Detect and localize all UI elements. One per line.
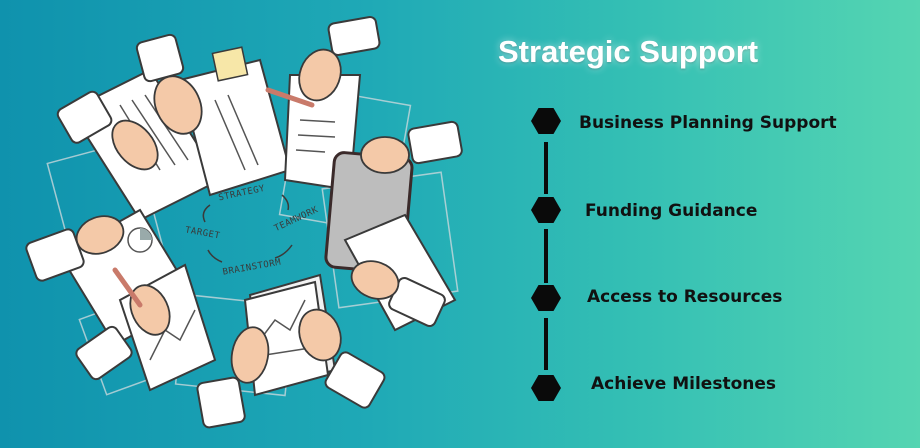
sleeve-right bbox=[407, 120, 463, 165]
sleeve-bottom bbox=[324, 351, 386, 409]
cycle-word-brainstorm: BRAINSTORM bbox=[222, 258, 282, 278]
cycle-word-target: TARGET bbox=[184, 225, 221, 241]
teamwork-illustration: STRATEGY TEAMWORK BRAINSTORM TARGET bbox=[25, 16, 463, 429]
hexagon-bullet-icon bbox=[531, 197, 561, 223]
timeline-connector bbox=[544, 142, 548, 194]
timeline-connector bbox=[544, 318, 548, 370]
sleeve-top-right bbox=[327, 16, 381, 56]
sleeve-left bbox=[56, 90, 113, 144]
hexagon-bullet-icon bbox=[531, 375, 561, 401]
timeline-item-business-planning: Business Planning Support bbox=[579, 113, 837, 133]
sleeve-far-bottom-left bbox=[75, 325, 133, 381]
pen-top bbox=[265, 87, 315, 108]
hexagon-bullet-icon bbox=[531, 108, 561, 134]
timeline-connector bbox=[544, 229, 548, 283]
pen-left bbox=[112, 267, 143, 308]
timeline-item-funding-guidance: Funding Guidance bbox=[585, 201, 758, 221]
page-title: Strategic Support bbox=[498, 34, 759, 69]
timeline-item-access-resources: Access to Resources bbox=[587, 287, 783, 307]
sticky-note bbox=[211, 46, 249, 82]
sleeve-bottom-left bbox=[196, 376, 246, 429]
cycle-diagram: STRATEGY TEAMWORK BRAINSTORM TARGET bbox=[184, 184, 320, 278]
timeline-item-achieve-milestones: Achieve Milestones bbox=[591, 374, 776, 394]
hexagon-bullet-icon bbox=[531, 285, 561, 311]
